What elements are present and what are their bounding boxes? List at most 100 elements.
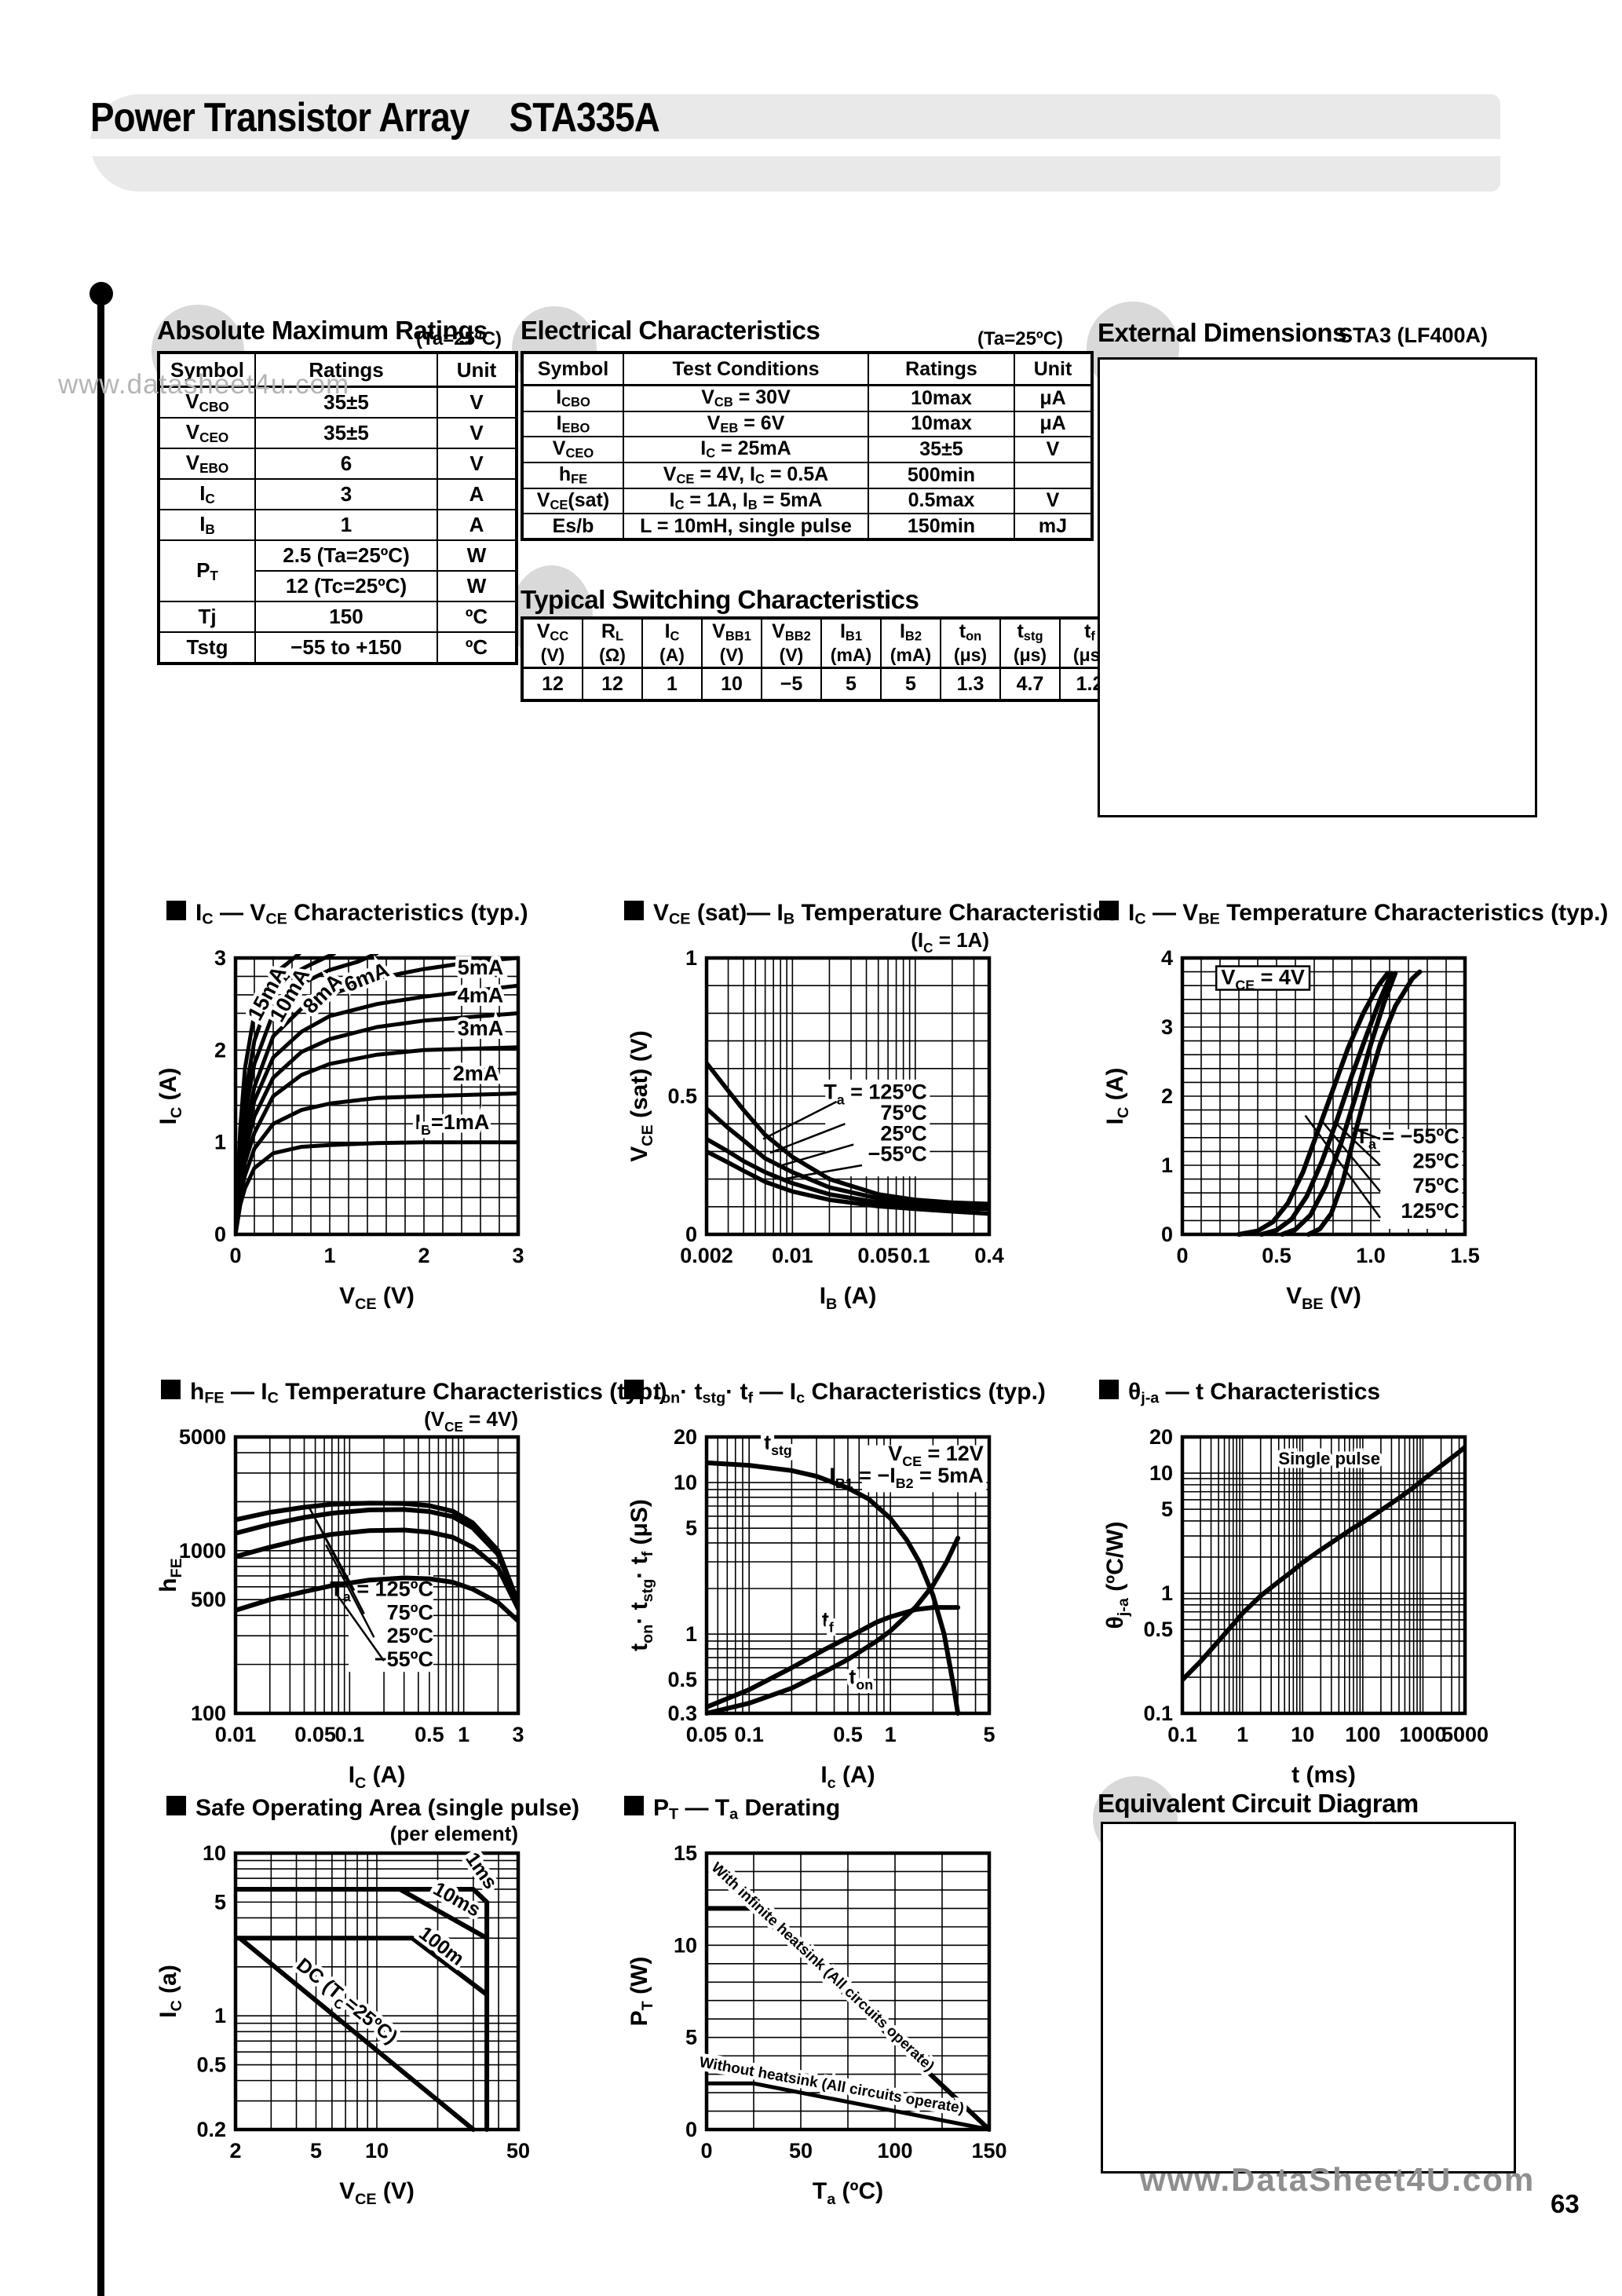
abs-max-heading: Absolute Maximum Ratings bbox=[157, 316, 488, 345]
bullet-square-icon bbox=[1099, 901, 1119, 920]
col-header: Symbol bbox=[521, 352, 624, 386]
switching-table: VCC (V) RL (Ω) IC (A) VBB1 (V) VBB2 (V) IB1 (m… bbox=[521, 616, 1122, 702]
bullet-square-icon bbox=[1099, 1380, 1119, 1399]
series bbox=[234, 1887, 490, 2132]
table-row: Es/b L = 10mH, single pulse 150min mJ bbox=[521, 513, 1093, 541]
cell-unit: V bbox=[437, 417, 517, 449]
svg-text:0: 0 bbox=[229, 1244, 241, 1267]
svg-text:10: 10 bbox=[674, 1471, 697, 1494]
cell-symbol: PT bbox=[158, 539, 256, 602]
svg-text:10: 10 bbox=[674, 1933, 697, 1957]
chart-vcesat-ib: 0.002 0.01 0.05 0.1 0.4 0 0.5 1 IB (A) VCE (sat) … bbox=[627, 928, 1004, 1313]
table-row: VCEO IC = 25mA 35±5 V bbox=[521, 436, 1093, 463]
cell-symbol: IC bbox=[158, 478, 256, 510]
cell-unit: A bbox=[437, 478, 517, 510]
svg-text:Ta = −55ºC: Ta = −55ºC bbox=[1355, 1124, 1459, 1152]
cell-symbol: Tstg bbox=[158, 631, 256, 664]
svg-text:Ic (A): Ic (A) bbox=[820, 1762, 875, 1792]
svg-text:100: 100 bbox=[877, 2139, 912, 2163]
svg-text:1ms: 1ms bbox=[461, 1848, 502, 1893]
svg-text:25ºC: 25ºC bbox=[1412, 1150, 1459, 1173]
col-header: Ratings bbox=[254, 352, 438, 388]
annotations: With infinite heatsink (All circuits ope… bbox=[695, 1856, 969, 2121]
axis-ticks: 2 5 10 50 0.2 0.5 1 5 10 VCE (V) IC (a) bbox=[155, 1841, 530, 2208]
cell-unit: V bbox=[1014, 436, 1093, 463]
svg-text:1: 1 bbox=[1161, 1581, 1173, 1605]
table-header-row: Symbol Ratings Unit bbox=[158, 352, 517, 388]
series bbox=[705, 1460, 961, 1716]
svg-text:3: 3 bbox=[512, 1244, 524, 1267]
chart-title-theta-t: θj-a — t Characteristics bbox=[1099, 1379, 1380, 1407]
svg-text:0.002: 0.002 bbox=[680, 1244, 733, 1267]
svg-text:1000: 1000 bbox=[1399, 1723, 1446, 1746]
svg-text:0.5: 0.5 bbox=[415, 1723, 444, 1746]
svg-text:3: 3 bbox=[1161, 1015, 1173, 1039]
bullet-square-icon bbox=[161, 1380, 181, 1399]
svg-text:2: 2 bbox=[1161, 1084, 1173, 1108]
chart-t-ic: 0.05 0.1 0.5 1 5 0.3 0.5 1 5 10 20 Ic (A) ton· tstg·… bbox=[627, 1425, 995, 1792]
axis-ticks: 0 50 100 150 0 5 10 15 Ta (ºC) PT (W) bbox=[627, 1841, 1007, 2208]
svg-text:10: 10 bbox=[365, 2139, 389, 2163]
chart-title-vcesat-ib: VCE (sat)— IB Temperature Characteristic… bbox=[624, 900, 1119, 928]
chart-title-ic-vce: IC — VCE Characteristics (typ.) bbox=[166, 900, 528, 928]
cell-symbol: VCEO bbox=[521, 436, 624, 463]
cell-value: 1 bbox=[641, 667, 703, 701]
svg-text:75ºC: 75ºC bbox=[880, 1101, 926, 1124]
svg-text:5: 5 bbox=[983, 1723, 995, 1746]
svg-text:IB (A): IB (A) bbox=[820, 1283, 877, 1313]
cell-symbol: VEBO bbox=[158, 448, 256, 480]
cell-unit: W bbox=[437, 539, 517, 572]
table-row: ICBO VCB = 30V 10max μA bbox=[521, 384, 1093, 412]
table-row: hFE VCE = 4V, IC = 0.5A 500min bbox=[521, 461, 1093, 489]
svg-text:Ta (ºC): Ta (ºC) bbox=[813, 2178, 883, 2208]
svg-text:0.1: 0.1 bbox=[335, 1723, 365, 1746]
chart-ic-vbe: 0 0.5 1.0 1.5 0 1 2 3 4 VBE (V) IC (A) VCE = 4V Ta =… bbox=[1102, 946, 1480, 1313]
bullet-square-icon bbox=[166, 1796, 186, 1815]
cell-conditions: VCB = 30V bbox=[623, 384, 869, 412]
circuit-heading: Equivalent Circuit Diagram bbox=[1098, 1789, 1419, 1818]
svg-text:125ºC: 125ºC bbox=[1401, 1199, 1459, 1223]
svg-text:0.5: 0.5 bbox=[1143, 1618, 1173, 1641]
svg-text:0.5: 0.5 bbox=[667, 1668, 697, 1691]
page-title-product: Power Transistor Array bbox=[90, 95, 469, 141]
svg-text:IB1 = −IB2 = 5mA: IB1 = −IB2 = 5mA bbox=[829, 1464, 983, 1491]
svg-text:−55ºC: −55ºC bbox=[868, 1143, 927, 1166]
cell-symbol: ICBO bbox=[521, 384, 624, 412]
series bbox=[705, 1906, 991, 2132]
svg-text:VCE = 12V: VCE = 12V bbox=[888, 1442, 984, 1469]
series bbox=[234, 954, 520, 1237]
table-row: Tstg −55 to +150 ºC bbox=[158, 631, 517, 664]
svg-text:5: 5 bbox=[310, 2139, 322, 2163]
watermark-bottom: www.DataSheet4U.com bbox=[1140, 2161, 1536, 2198]
svg-text:1.5: 1.5 bbox=[1450, 1244, 1480, 1267]
svg-text:−55ºC: −55ºC bbox=[374, 1647, 433, 1671]
title-bar bbox=[90, 94, 1500, 192]
cell-unit: A bbox=[437, 509, 517, 541]
svg-text:10: 10 bbox=[1149, 1461, 1173, 1485]
svg-text:5000: 5000 bbox=[1441, 1723, 1489, 1746]
svg-text:0.5: 0.5 bbox=[196, 2053, 226, 2077]
svg-text:50: 50 bbox=[506, 2139, 530, 2163]
svg-text:1: 1 bbox=[1237, 1723, 1248, 1746]
svg-text:t (ms): t (ms) bbox=[1291, 1762, 1356, 1788]
table-row: PT 2.5 (Ta=25ºC) W bbox=[158, 539, 517, 602]
table-row: VCBO 35±5 V bbox=[158, 386, 517, 419]
svg-text:75ºC: 75ºC bbox=[387, 1600, 433, 1624]
cell-value: 10 bbox=[701, 667, 762, 701]
svg-text:0.5: 0.5 bbox=[833, 1723, 863, 1746]
svg-text:3mA: 3mA bbox=[458, 1017, 504, 1040]
col-header: IC (A) bbox=[641, 617, 703, 669]
svg-text:0.1: 0.1 bbox=[1167, 1723, 1197, 1746]
chart-title-pt-ta: PT — Ta Derating bbox=[624, 1795, 840, 1823]
svg-text:PT (W): PT (W) bbox=[627, 1957, 656, 2027]
bullet-square-icon bbox=[166, 901, 186, 920]
cell-rating: 3 bbox=[254, 478, 438, 510]
col-header: Unit bbox=[437, 352, 517, 388]
cell-symbol: IB bbox=[158, 509, 256, 541]
svg-text:hFE: hFE bbox=[155, 1558, 185, 1592]
cell-rating: 150 bbox=[254, 601, 438, 633]
chart-title-soa: Safe Operating Area (single pulse) bbox=[166, 1795, 579, 1822]
cell-conditions: VEB = 6V bbox=[623, 410, 869, 438]
